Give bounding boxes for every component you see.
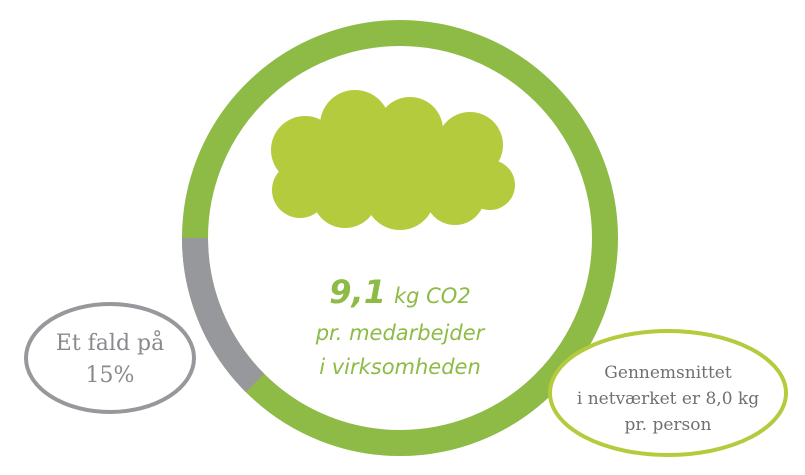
ring-gray-segment: [181, 237, 265, 393]
unit: kg CO2: [394, 284, 471, 308]
callout-text: Gennemsnittet: [604, 363, 732, 383]
center-line: i virksomheden: [319, 355, 481, 379]
callout-text: 15%: [86, 363, 135, 388]
left-callout: [24, 302, 196, 414]
callout-text: i netværket er 8,0 kg: [577, 389, 759, 409]
value: 9,1: [329, 273, 386, 311]
center-line: pr. medarbejder: [315, 321, 486, 345]
center-figure: 9,1 kg CO2: [329, 273, 470, 311]
cloud: [271, 90, 515, 230]
callout-text: pr. person: [625, 415, 712, 435]
callout-text: Et fald på: [56, 329, 164, 356]
right-callout: [548, 329, 788, 457]
